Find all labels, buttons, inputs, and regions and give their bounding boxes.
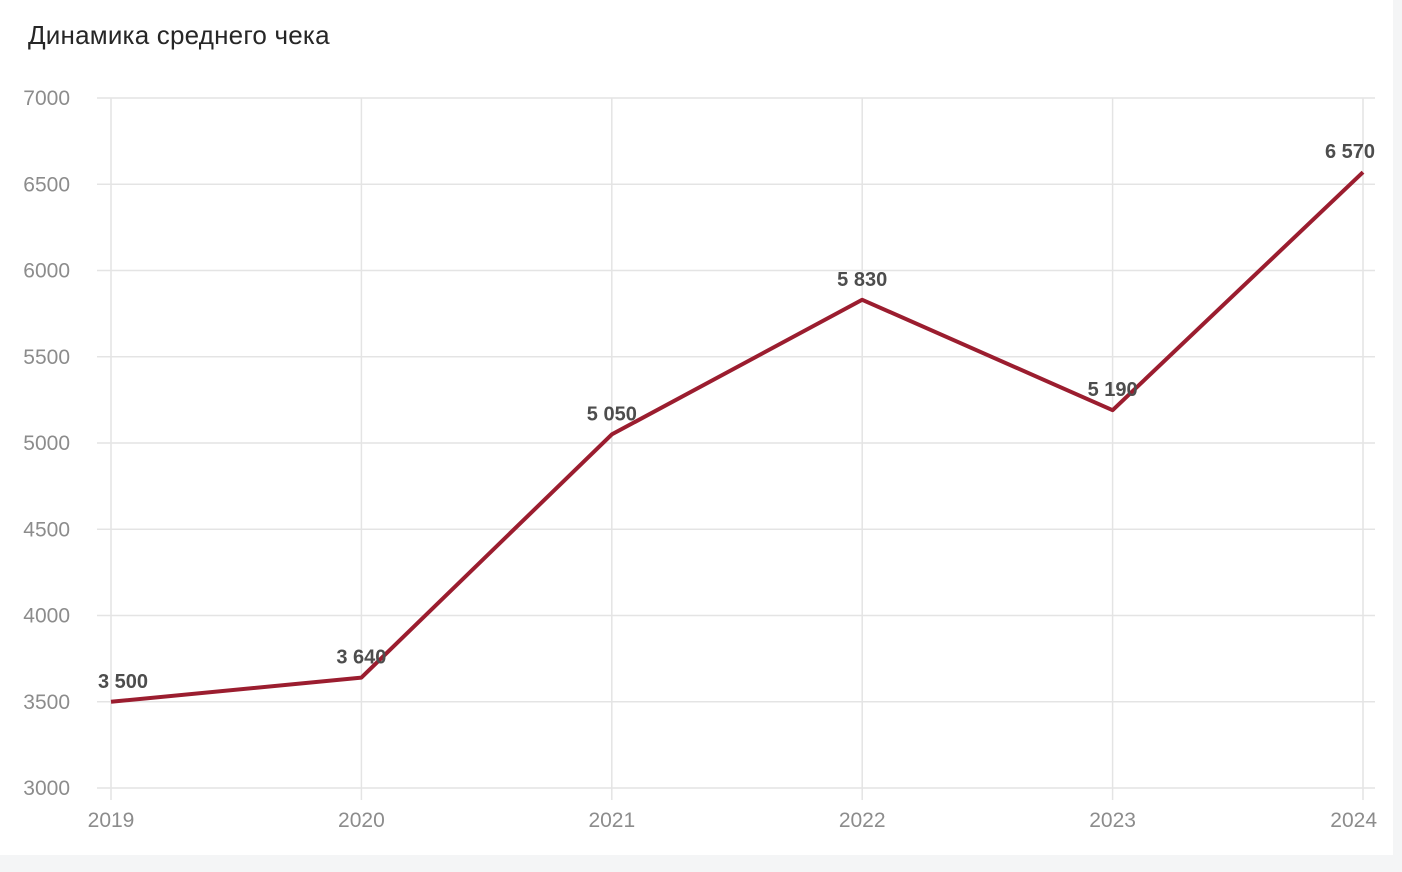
data-point-label: 3 640 [336,647,386,669]
x-axis-tick-label: 2022 [839,809,886,832]
x-axis-tick-label: 2019 [88,809,135,832]
y-axis-tick-label: 3000 [23,777,70,800]
x-axis-tick-label: 2024 [1330,809,1377,832]
y-axis-tick-label: 5000 [23,432,70,455]
y-axis-tick-label: 5500 [23,346,70,369]
data-point-label: 5 050 [587,403,637,425]
x-axis-tick-label: 2020 [338,809,385,832]
data-point-label: 5 830 [837,269,887,291]
chart-title: Динамика среднего чека [28,20,330,50]
y-axis-tick-label: 6000 [23,260,70,283]
x-axis-tick-label: 2023 [1089,809,1136,832]
y-axis-tick-label: 4500 [23,518,70,541]
y-axis-tick-label: 7000 [23,87,70,110]
y-axis-tick-label: 3500 [23,691,70,714]
chart-card: Динамика среднего чека 3000 3500 4000 4500 5… [0,0,1393,855]
y-axis-tick-label: 4000 [23,605,70,628]
series-line-average-check [110,170,1365,704]
data-point-label: 5 190 [1088,379,1138,401]
data-point-label: 6 570 [1325,141,1375,163]
data-point-label: 3 500 [98,671,148,693]
x-axis-tick-label: 2021 [588,809,635,832]
y-axis-tick-label: 6500 [23,173,70,196]
